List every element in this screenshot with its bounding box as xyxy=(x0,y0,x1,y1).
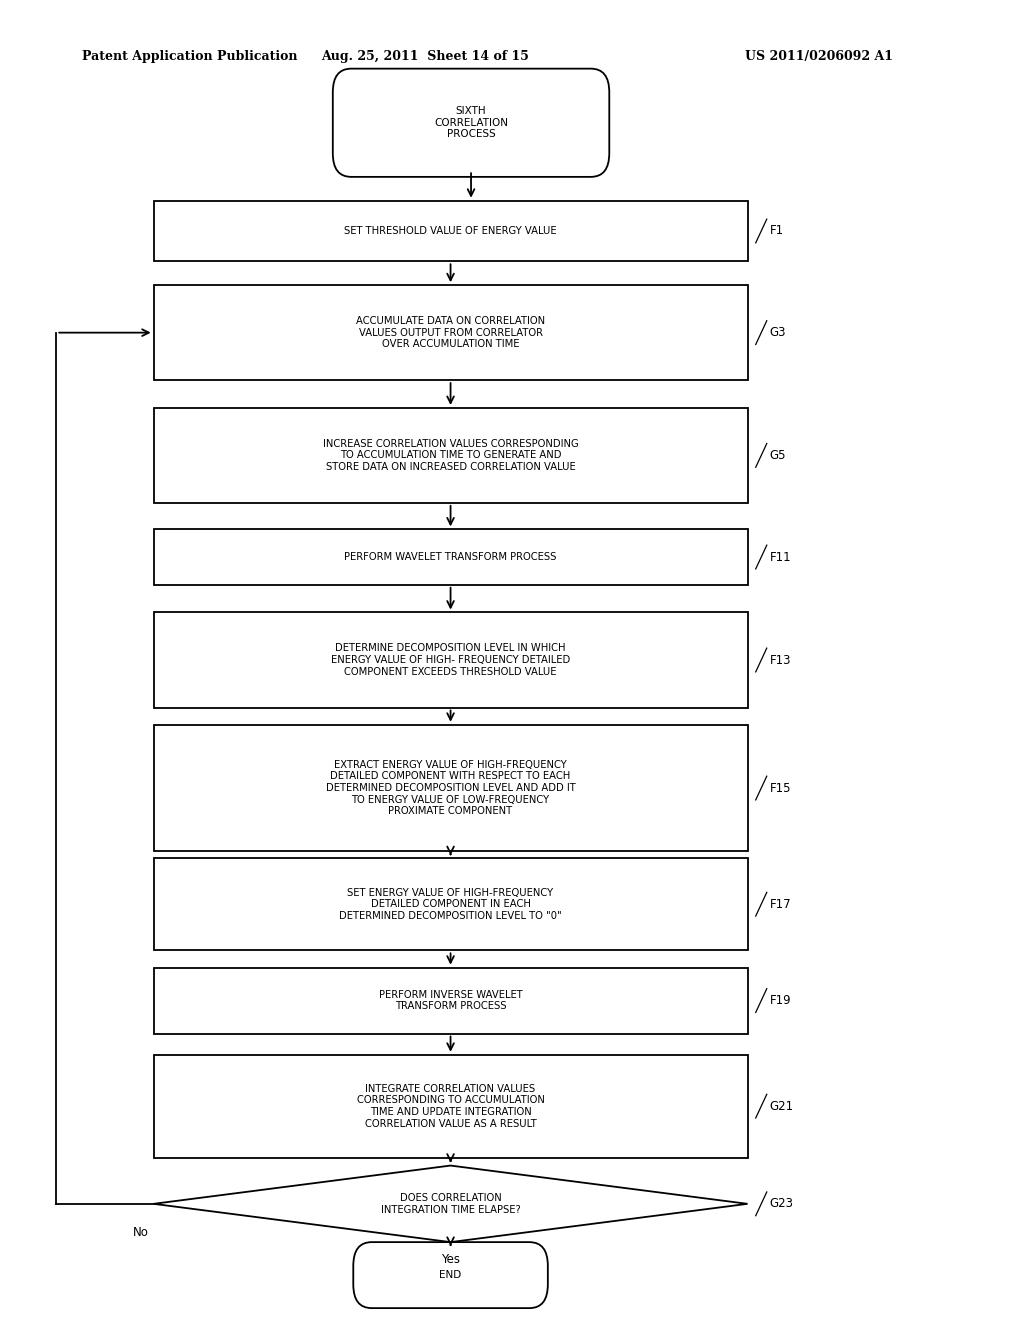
Bar xyxy=(154,529,748,585)
Text: ACCUMULATE DATA ON CORRELATION
VALUES OUTPUT FROM CORRELATOR
OVER ACCUMULATION T: ACCUMULATE DATA ON CORRELATION VALUES OU… xyxy=(356,315,545,350)
Bar xyxy=(154,725,748,851)
Polygon shape xyxy=(154,1166,748,1242)
Text: DETERMINE DECOMPOSITION LEVEL IN WHICH
ENERGY VALUE OF HIGH- FREQUENCY DETAILED
: DETERMINE DECOMPOSITION LEVEL IN WHICH E… xyxy=(331,643,570,677)
Text: SET ENERGY VALUE OF HIGH-FREQUENCY
DETAILED COMPONENT IN EACH
DETERMINED DECOMPO: SET ENERGY VALUE OF HIGH-FREQUENCY DETAI… xyxy=(339,887,562,921)
Text: PERFORM INVERSE WAVELET
TRANSFORM PROCESS: PERFORM INVERSE WAVELET TRANSFORM PROCES… xyxy=(379,990,522,1011)
Text: G23: G23 xyxy=(770,1197,794,1210)
Text: US 2011/0206092 A1: US 2011/0206092 A1 xyxy=(745,50,893,63)
Text: F11: F11 xyxy=(770,550,792,564)
Text: G5: G5 xyxy=(770,449,786,462)
Text: SIXTH
CORRELATION
PROCESS: SIXTH CORRELATION PROCESS xyxy=(434,106,508,140)
Bar xyxy=(154,201,748,261)
Text: DOES CORRELATION
INTEGRATION TIME ELAPSE?: DOES CORRELATION INTEGRATION TIME ELAPSE… xyxy=(381,1193,520,1214)
Text: EXTRACT ENERGY VALUE OF HIGH-FREQUENCY
DETAILED COMPONENT WITH RESPECT TO EACH
D: EXTRACT ENERGY VALUE OF HIGH-FREQUENCY D… xyxy=(326,760,575,816)
Text: F13: F13 xyxy=(770,653,792,667)
Bar xyxy=(154,968,748,1034)
Text: F19: F19 xyxy=(770,994,792,1007)
FancyBboxPatch shape xyxy=(353,1242,548,1308)
Text: Aug. 25, 2011  Sheet 14 of 15: Aug. 25, 2011 Sheet 14 of 15 xyxy=(321,50,529,63)
Text: SET THRESHOLD VALUE OF ENERGY VALUE: SET THRESHOLD VALUE OF ENERGY VALUE xyxy=(344,226,557,236)
Text: G3: G3 xyxy=(770,326,786,339)
Bar xyxy=(154,858,748,950)
Bar xyxy=(154,285,748,380)
Text: INCREASE CORRELATION VALUES CORRESPONDING
TO ACCUMULATION TIME TO GENERATE AND
S: INCREASE CORRELATION VALUES CORRESPONDIN… xyxy=(323,438,579,473)
Text: No: No xyxy=(132,1226,148,1239)
Text: F15: F15 xyxy=(770,781,792,795)
Text: END: END xyxy=(439,1270,462,1280)
Text: Patent Application Publication: Patent Application Publication xyxy=(82,50,297,63)
Bar xyxy=(154,612,748,708)
Text: PERFORM WAVELET TRANSFORM PROCESS: PERFORM WAVELET TRANSFORM PROCESS xyxy=(344,552,557,562)
Bar xyxy=(154,1055,748,1158)
Text: F1: F1 xyxy=(770,224,784,238)
Text: INTEGRATE CORRELATION VALUES
CORRESPONDING TO ACCUMULATION
TIME AND UPDATE INTEG: INTEGRATE CORRELATION VALUES CORRESPONDI… xyxy=(356,1084,545,1129)
Text: G21: G21 xyxy=(770,1100,794,1113)
FancyBboxPatch shape xyxy=(333,69,609,177)
Text: Yes: Yes xyxy=(441,1253,460,1266)
Text: F17: F17 xyxy=(770,898,792,911)
Bar xyxy=(154,408,748,503)
